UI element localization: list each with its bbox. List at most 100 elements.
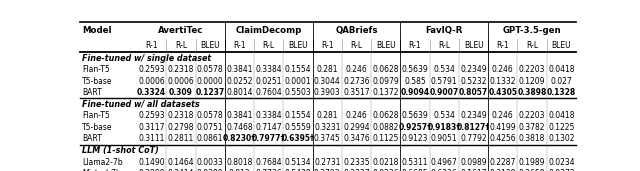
Text: 0.5639: 0.5639 xyxy=(402,65,428,74)
Text: BLEU: BLEU xyxy=(200,41,220,50)
Text: 0.2736: 0.2736 xyxy=(343,77,370,86)
Text: 0.1989: 0.1989 xyxy=(519,158,545,167)
Text: 0.2203: 0.2203 xyxy=(519,111,545,120)
Text: 0.2994: 0.2994 xyxy=(343,123,370,132)
Text: 0.6395†: 0.6395† xyxy=(282,134,314,143)
Text: 0.5559: 0.5559 xyxy=(285,123,312,132)
Text: 0.5232: 0.5232 xyxy=(460,77,487,86)
Text: R-1: R-1 xyxy=(233,41,246,50)
Text: 0.7977†: 0.7977† xyxy=(252,134,285,143)
Text: BART: BART xyxy=(82,134,102,143)
Text: 0.7468: 0.7468 xyxy=(226,123,253,132)
Text: BLEU: BLEU xyxy=(464,41,483,50)
Text: 0.3841: 0.3841 xyxy=(226,111,253,120)
Text: 0.0001: 0.0001 xyxy=(285,77,311,86)
Text: Mistral-7b: Mistral-7b xyxy=(82,169,121,171)
Text: 0.0006: 0.0006 xyxy=(138,77,165,86)
Text: 0.2811: 0.2811 xyxy=(168,134,194,143)
Text: 0.5791: 0.5791 xyxy=(431,77,458,86)
Text: 0.9007: 0.9007 xyxy=(429,88,459,97)
Text: 0.0234: 0.0234 xyxy=(548,158,575,167)
Text: 0.5639: 0.5639 xyxy=(402,111,428,120)
Text: 0.1302: 0.1302 xyxy=(548,134,575,143)
Text: 0.0882: 0.0882 xyxy=(372,123,399,132)
Text: 0.7147: 0.7147 xyxy=(255,123,282,132)
Text: 0.1225: 0.1225 xyxy=(548,123,575,132)
Text: Flan-T5: Flan-T5 xyxy=(82,111,109,120)
Text: 0.2593: 0.2593 xyxy=(138,65,165,74)
Text: 0.5503: 0.5503 xyxy=(285,88,312,97)
Text: 0.0380: 0.0380 xyxy=(197,169,223,171)
Text: 0.0751: 0.0751 xyxy=(197,123,223,132)
Text: ClaimDecomp: ClaimDecomp xyxy=(236,26,302,35)
Text: 0.3384: 0.3384 xyxy=(255,65,282,74)
Text: R-L: R-L xyxy=(262,41,275,50)
Text: 0.027: 0.027 xyxy=(550,77,572,86)
Text: 0.6336: 0.6336 xyxy=(431,169,458,171)
Text: QABriefs: QABriefs xyxy=(335,26,378,35)
Text: 0.9051: 0.9051 xyxy=(431,134,458,143)
Text: 0.0236: 0.0236 xyxy=(372,169,399,171)
Text: 0.8230†: 0.8230† xyxy=(223,134,256,143)
Text: 0.534: 0.534 xyxy=(433,111,455,120)
Text: 0.0033: 0.0033 xyxy=(197,158,223,167)
Text: 0.4256: 0.4256 xyxy=(490,134,516,143)
Text: 0.3044: 0.3044 xyxy=(314,77,340,86)
Text: 0.2793: 0.2793 xyxy=(314,169,340,171)
Text: 0.2349: 0.2349 xyxy=(460,111,487,120)
Text: 0.2287: 0.2287 xyxy=(490,158,516,167)
Text: 0.1209: 0.1209 xyxy=(519,77,545,86)
Text: 0.2658: 0.2658 xyxy=(519,169,545,171)
Text: 0.2798: 0.2798 xyxy=(168,123,194,132)
Text: 0.8127†: 0.8127† xyxy=(457,123,490,132)
Text: 0.0372: 0.0372 xyxy=(548,169,575,171)
Text: 0.3898: 0.3898 xyxy=(517,88,547,97)
Text: 0.0251: 0.0251 xyxy=(255,77,282,86)
Text: 0.0628: 0.0628 xyxy=(372,65,399,74)
Text: 0.1617: 0.1617 xyxy=(460,169,487,171)
Text: 0.813: 0.813 xyxy=(228,169,250,171)
Text: BART: BART xyxy=(82,88,102,97)
Text: 0.7604: 0.7604 xyxy=(255,88,282,97)
Text: AvertiTec: AvertiTec xyxy=(158,26,204,35)
Text: 0.1237: 0.1237 xyxy=(196,88,225,97)
Text: 0.585: 0.585 xyxy=(404,77,426,86)
Text: 0.0979: 0.0979 xyxy=(372,77,399,86)
Text: 0.0628: 0.0628 xyxy=(372,111,399,120)
Text: 0.3782: 0.3782 xyxy=(519,123,545,132)
Text: 0.246: 0.246 xyxy=(346,65,367,74)
Text: R-1: R-1 xyxy=(497,41,509,50)
Text: 0.246: 0.246 xyxy=(492,111,514,120)
Text: R-L: R-L xyxy=(175,41,187,50)
Text: R-1: R-1 xyxy=(145,41,158,50)
Text: BLEU: BLEU xyxy=(288,41,308,50)
Text: 0.3818: 0.3818 xyxy=(519,134,545,143)
Text: 0.2593: 0.2593 xyxy=(138,111,165,120)
Text: R-L: R-L xyxy=(351,41,363,50)
Text: FavIQ-R: FavIQ-R xyxy=(426,26,463,35)
Text: 0.0000: 0.0000 xyxy=(197,77,223,86)
Text: 0.246: 0.246 xyxy=(492,65,514,74)
Text: 0.2731: 0.2731 xyxy=(314,158,340,167)
Text: 0.6685: 0.6685 xyxy=(402,169,428,171)
Text: 0.9257†: 0.9257† xyxy=(399,123,431,132)
Text: 0.4305: 0.4305 xyxy=(488,88,517,97)
Text: 0.0578: 0.0578 xyxy=(197,65,223,74)
Text: 0.1125: 0.1125 xyxy=(372,134,399,143)
Text: 0.309: 0.309 xyxy=(169,88,193,97)
Text: 0.3476: 0.3476 xyxy=(343,134,370,143)
Text: 0.8018: 0.8018 xyxy=(227,158,253,167)
Text: 0.3384: 0.3384 xyxy=(255,111,282,120)
Text: 0.2349: 0.2349 xyxy=(460,65,487,74)
Text: 0.8014: 0.8014 xyxy=(226,88,253,97)
Text: 0.2203: 0.2203 xyxy=(519,65,545,74)
Text: 0.0418: 0.0418 xyxy=(548,111,575,120)
Text: T5-base: T5-base xyxy=(82,123,113,132)
Text: 0.2337: 0.2337 xyxy=(343,169,370,171)
Text: 0.2318: 0.2318 xyxy=(168,65,194,74)
Text: 0.1554: 0.1554 xyxy=(285,111,311,120)
Text: R-L: R-L xyxy=(526,41,538,50)
Text: 0.3903: 0.3903 xyxy=(314,88,340,97)
Text: 0.0006: 0.0006 xyxy=(168,77,195,86)
Text: R-1: R-1 xyxy=(321,41,333,50)
